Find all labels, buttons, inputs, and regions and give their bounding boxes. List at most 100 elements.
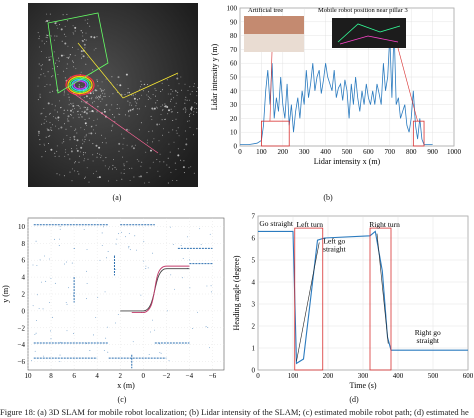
point-cloud-dot [49,135,51,136]
point-cloud-dot [160,91,162,92]
point-cloud-dot [48,56,50,58]
point-cloud-dot [178,83,180,85]
point-cloud-dot [146,94,148,96]
point-cloud-dot [53,116,54,118]
scan-point [205,326,207,327]
point-cloud-dot [83,141,85,143]
point-cloud-dot [85,133,87,135]
point-cloud-dot [187,120,189,122]
point-cloud-dot [196,103,198,105]
y-tick-label: 0 [234,143,238,151]
point-cloud-dot [85,32,87,34]
point-cloud-dot [119,84,122,87]
point-cloud-dot [84,152,86,154]
point-cloud-dot [95,95,97,97]
scan-point [182,277,184,279]
point-cloud-dot [133,97,136,100]
scan-point [169,226,171,228]
point-cloud-dot [84,158,86,160]
point-cloud-dot [51,103,53,105]
point-cloud-dot [184,107,186,109]
x-tick-label: 2 [118,372,122,380]
scan-point [64,263,65,265]
point-cloud-dot [57,119,59,121]
point-cloud-dot [86,108,89,111]
point-cloud-dot [40,113,42,115]
point-cloud-dot [48,20,50,22]
point-cloud-dot [75,128,77,130]
point-cloud-dot [74,170,76,172]
point-cloud-dot [54,62,56,64]
point-cloud-dot [72,25,74,27]
point-cloud-dot [56,145,58,147]
point-cloud-dot [49,113,50,115]
point-cloud-dot [63,92,65,94]
point-cloud-dot [63,90,65,92]
point-cloud-dot [37,32,39,34]
point-cloud-dot [81,86,83,88]
y-tick-label: 100 [227,5,238,13]
scan-point [140,294,142,296]
point-cloud-dot [69,54,71,55]
x-tick-label: 200 [323,372,334,380]
point-cloud-dot [38,38,40,40]
point-cloud-dot [72,102,74,104]
point-cloud-dot [104,165,106,167]
point-cloud-dot [63,175,65,177]
point-cloud-dot [85,107,87,108]
point-cloud-dot [185,143,188,146]
point-cloud-dot [37,130,40,133]
panel-c-chart: 10 8 6 4 2 0 −2 −4 −6 10 8 6 4 2 0 −2 −4 −6 x (m) y (m) [0,212,230,392]
point-cloud-dot [147,84,149,85]
point-cloud-dot [95,47,97,49]
point-cloud-dot [74,26,77,29]
point-cloud-dot [144,105,146,107]
scan-point [209,347,210,349]
annotation-line: Right go [415,328,441,337]
panel-b-chart: 0 100 200 300 400 500 600 700 800 900 1000 0 10 20 30 4… [208,2,474,202]
point-cloud-dot [86,112,88,115]
point-cloud-dot [168,85,170,86]
robot-path-chart: 10 8 6 4 2 0 −2 −4 −6 10 8 6 4 2 0 −2 −4 −6 x (m) y (m) [1,217,225,390]
scan-point [170,274,172,276]
point-cloud-dot [186,99,188,101]
point-cloud-dot [56,118,58,120]
point-cloud-dot [44,75,46,77]
annotation-go-straight: Go straight [259,219,293,228]
point-cloud-dot [84,136,86,138]
annotation-right-turn: Right turn [369,220,400,229]
scan-point [104,291,106,293]
point-cloud-dot [163,128,164,130]
point-cloud-dot [67,20,69,22]
point-cloud-dot [107,180,109,182]
point-cloud-dot [45,116,47,118]
point-cloud-dot [60,106,62,108]
point-cloud-dot [122,148,124,150]
scan-point [118,233,119,235]
point-cloud-dot [138,108,140,110]
scan-point [128,247,130,249]
point-cloud-dot [134,144,136,146]
point-cloud-dot [54,105,56,107]
scan-point [152,319,153,321]
point-cloud-dot [76,145,77,147]
point-cloud-dot [66,135,68,136]
y-tick-label: 7 [252,213,256,221]
point-cloud-dot [85,123,87,125]
scan-point [101,245,103,246]
point-cloud-dot [170,98,172,100]
scan-point [106,257,107,259]
point-cloud-dot [66,63,68,65]
point-cloud-dot [85,39,87,41]
scan-point [58,245,60,246]
map-path-pink [72,92,159,154]
point-cloud-dot [47,129,50,131]
point-cloud-dot [112,93,114,95]
point-cloud-dot [90,126,92,128]
point-cloud-dot [171,111,173,113]
point-cloud-dot [76,105,78,106]
point-cloud-dot [78,173,80,175]
point-cloud-dot [147,95,149,97]
point-cloud-dot [105,104,107,106]
point-cloud-dot [167,93,169,95]
